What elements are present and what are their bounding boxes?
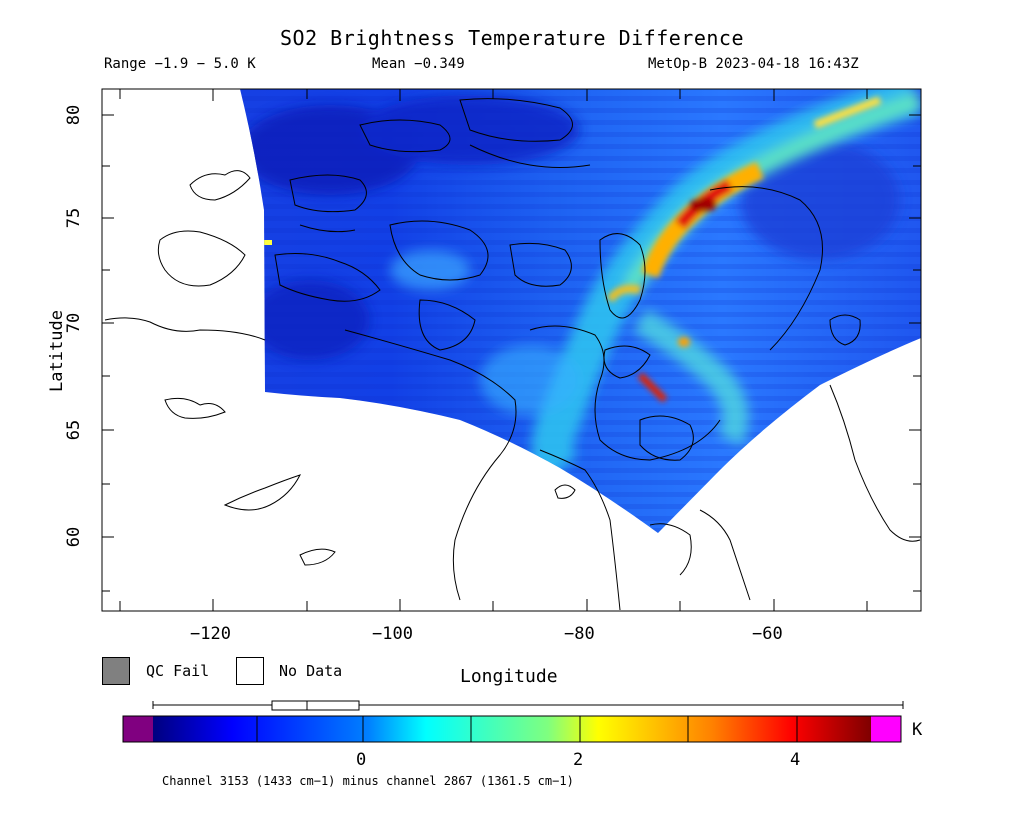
y-tick-label: 70	[64, 312, 85, 334]
y-tick-label: 75	[64, 207, 85, 229]
colorbar-over	[871, 716, 901, 742]
qc-fail-swatch	[102, 657, 130, 685]
y-axis-title: Latitude	[46, 310, 67, 392]
colorbar-unit: K	[912, 720, 923, 740]
x-tick-label: −80	[564, 624, 595, 644]
x-tick-label: −60	[752, 624, 783, 644]
coastlines	[104, 98, 921, 611]
colorbar-tick-label: 2	[573, 750, 584, 770]
y-tick-label: 80	[64, 104, 85, 126]
qc-fail-label: QC Fail	[146, 662, 210, 680]
y-tick-label: 65	[64, 419, 85, 441]
y-tick-label: 60	[64, 526, 85, 548]
plot-frame	[101, 88, 922, 612]
no-data-swatch	[236, 657, 264, 685]
colorbar-tick-label: 0	[356, 750, 367, 770]
x-axis-title: Longitude	[460, 666, 558, 687]
mean-label: Mean −0.349	[372, 56, 465, 72]
x-tick-label: −100	[372, 624, 413, 644]
x-tick-label: −120	[190, 624, 231, 644]
colorbar-tick-label: 4	[790, 750, 801, 770]
colorbar	[122, 700, 904, 743]
map-title: SO2 Brightness Temperature Difference	[279, 26, 745, 50]
axis-ticks	[102, 89, 921, 611]
iqr-box	[271, 700, 360, 711]
no-data-label: No Data	[279, 662, 343, 680]
colorbar-under	[123, 716, 153, 742]
satellite-time-label: MetOp-B 2023-04-18 16:43Z	[648, 56, 859, 72]
colorbar-gradient	[153, 716, 871, 742]
swath-data	[240, 89, 921, 533]
range-label: Range −1.9 − 5.0 K	[104, 56, 256, 72]
channel-caption: Channel 3153 (1433 cm−1) minus channel 2…	[162, 774, 574, 788]
